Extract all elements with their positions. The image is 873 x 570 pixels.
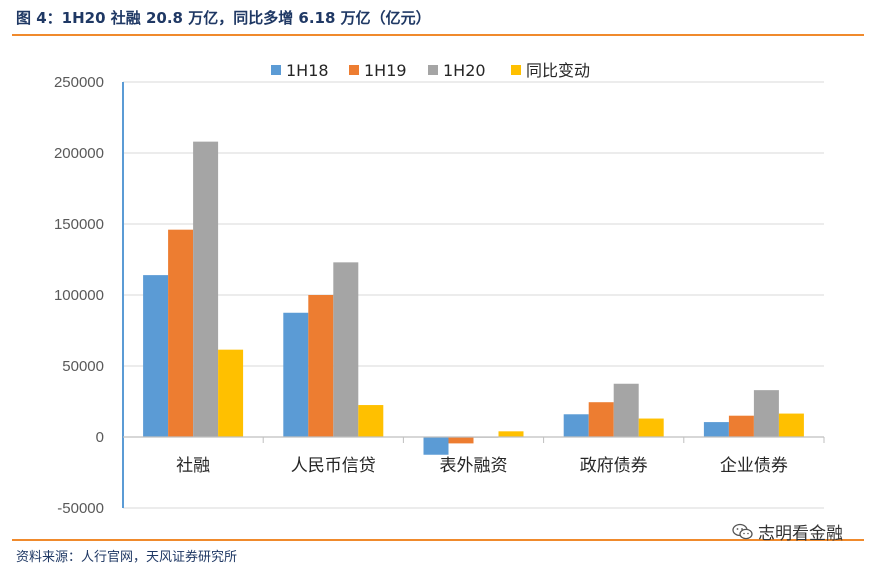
gridlines [123,81,824,509]
y-tick-label: 100000 [54,287,104,304]
legend-label: 同比变动 [526,61,590,80]
x-tick-label: 人民币信贷 [291,456,376,476]
chart-title: 图 4：1H20 社融 20.8 万亿，同比多增 6.18 万亿（亿元） [16,9,431,27]
y-axis: -50000 0 50000 100000 150000 200000 250000 [54,74,124,517]
legend-label: 1H19 [364,61,407,80]
x-tick-label: 政府债券 [580,456,648,476]
y-tick-label: -50000 [57,500,104,517]
top-rule [12,34,864,36]
bar [423,437,449,455]
bar [638,418,664,437]
legend-swatch [511,65,521,75]
bar [333,262,359,437]
source-note: 资料来源：人行官网，天风证券研究所 [16,550,238,565]
legend: 1H18 1H19 1H20 同比变动 [271,61,590,80]
bar [218,349,244,437]
bar [778,413,804,437]
bar [588,402,614,437]
y-tick-label: 0 [96,429,104,446]
bar [728,415,754,437]
x-tick-label: 社融 [176,456,210,476]
bars [143,141,804,455]
y-tick-label: 250000 [54,74,104,91]
legend-swatch [428,65,438,75]
y-tick-label: 150000 [54,216,104,233]
bar [283,312,309,437]
bottom-rule [12,539,864,541]
bar [753,390,779,437]
watermark-text: 志明看金融 [758,524,843,544]
x-tick-label: 表外融资 [440,456,508,476]
bar [143,275,169,437]
bar [498,431,524,437]
bar [563,414,589,437]
legend-swatch [349,65,359,75]
watermark: 志明看金融 [732,519,843,544]
x-axis: 社融 人民币信贷 表外融资 政府债券 企业债券 [123,436,825,476]
y-tick-label: 200000 [54,145,104,162]
bar [613,383,639,437]
bar [168,229,194,437]
legend-label: 1H18 [286,61,329,80]
bar [448,437,474,444]
x-tick-label: 企业债券 [720,456,788,476]
y-tick-label: 50000 [62,358,104,375]
bar [703,422,729,437]
bar [358,405,384,437]
legend-swatch [271,65,281,75]
legend-label: 1H20 [443,61,486,80]
bar [308,295,334,437]
wechat-icon [732,523,753,539]
bar [193,141,219,437]
